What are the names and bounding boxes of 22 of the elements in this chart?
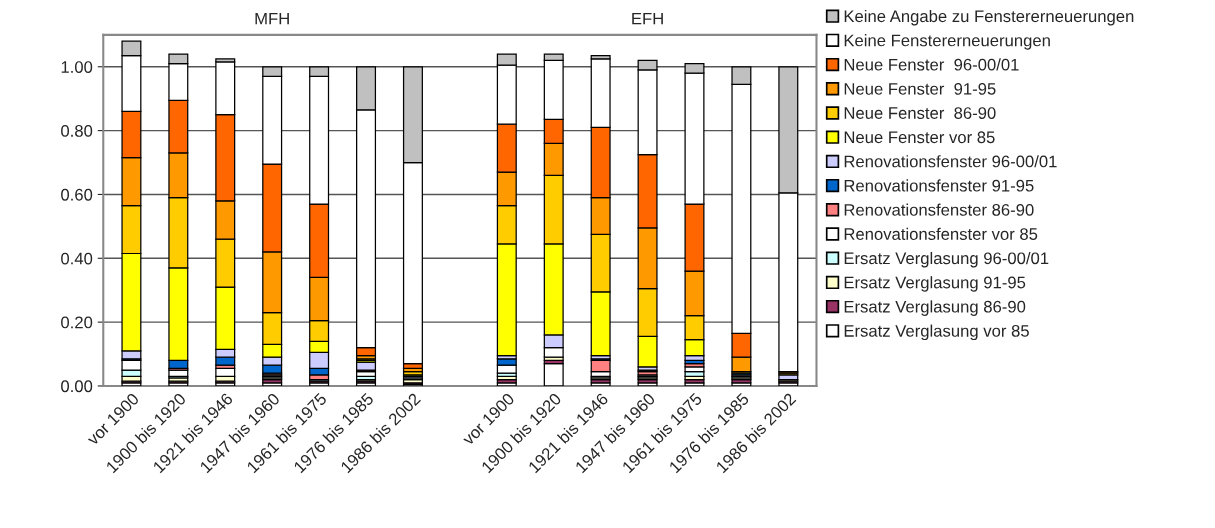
legend-label: Neue Fenster vor 85 <box>844 131 995 144</box>
text: EFH <box>632 12 663 25</box>
y-tick-label: 0.60 <box>61 188 93 201</box>
legend-label: Ersatz Verglasung 96-00/01 <box>844 251 1049 268</box>
y-tick-label: 0.40 <box>61 252 93 265</box>
legend-label: Ersatz Verglasung vor 85 <box>844 324 1029 341</box>
legend-label: Neue Fenster 91-95 <box>844 82 996 95</box>
legend-label: Renovationsfenster 91-95 <box>844 179 1034 192</box>
text: MFH <box>255 12 289 25</box>
legend-label: Keine Angabe zu Fenstererneuerungen <box>844 9 1134 26</box>
y-tick-label: 1.00 <box>61 61 93 73</box>
legend-label: Ersatz Verglasung 91-95 <box>844 276 1026 292</box>
y-tick-label: 0.20 <box>61 316 93 329</box>
legend-label: Renovationsfenster 96-00/01 <box>844 155 1057 168</box>
legend-label: Neue Fenster 96-00/01 <box>844 58 1019 71</box>
y-tick-label: 0.80 <box>61 125 93 137</box>
legend-label: Renovationsfenster vor 85 <box>844 227 1038 240</box>
legend-label: Neue Fenster 86-90 <box>844 107 996 119</box>
legend-label: Keine Fenstererneuerungen <box>844 34 1050 50</box>
legend-label: Renovationsfenster 86-90 <box>844 203 1034 216</box>
y-tick-label: 0.00 <box>61 380 93 393</box>
legend-label: Ersatz Verglasung 86-90 <box>844 300 1026 316</box>
